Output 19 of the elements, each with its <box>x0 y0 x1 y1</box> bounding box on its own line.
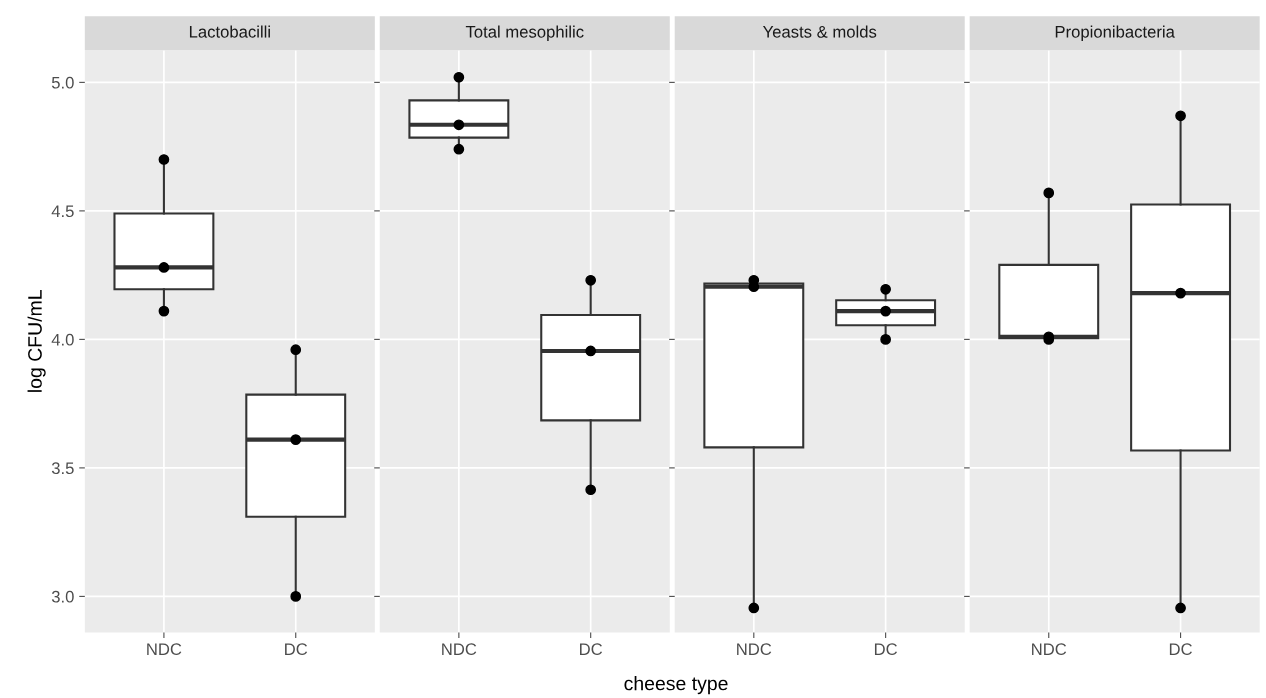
y-axis-title: log CFU/mL <box>27 290 46 392</box>
chart-title: Lactobacilli <box>189 25 270 38</box>
x-tick-label: DC <box>1169 643 1192 656</box>
y-tick-label: 4.0 <box>51 333 74 346</box>
x-tick-label: NDC <box>1032 643 1067 656</box>
x-tick-label: NDC <box>737 643 772 656</box>
x-tick-label: DC <box>285 643 308 656</box>
chart-title: Total mesophilic <box>465 25 584 42</box>
x-tick-label: NDC <box>442 643 477 656</box>
x-tick-label: DC <box>874 643 898 656</box>
y-tick-label: 3.0 <box>51 590 74 603</box>
y-tick-label: 3.5 <box>51 462 74 475</box>
x-tick-label: NDC <box>147 643 182 656</box>
chart-title: Yeasts & molds <box>762 25 877 38</box>
chart-title: Propionibacteria <box>1055 25 1175 42</box>
y-tick-label: 4.5 <box>51 205 74 218</box>
x-axis-title: cheese type <box>624 676 728 695</box>
x-tick-label: DC <box>580 643 603 656</box>
y-tick-label: 5.0 <box>51 76 74 89</box>
